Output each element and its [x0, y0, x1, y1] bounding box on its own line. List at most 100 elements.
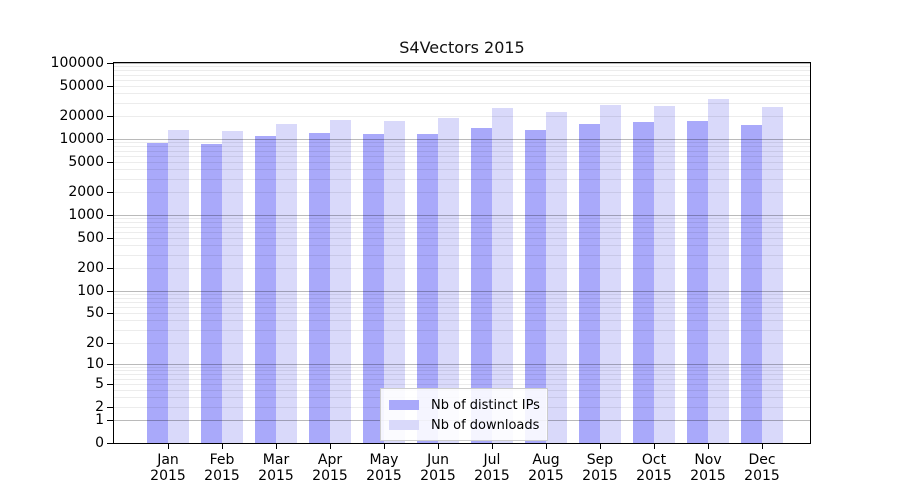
bar-downloads-sep: [600, 105, 621, 443]
x-axis-label: Apr 2015: [298, 452, 362, 484]
x-axis-label-month: Nov: [694, 452, 722, 468]
x-axis-label-month: Aug: [532, 452, 560, 468]
x-axis-label-month: Dec: [748, 452, 776, 468]
legend-row-distinct-ips: Nb of distinct IPs: [389, 397, 540, 413]
bar-downloads-apr: [330, 120, 351, 443]
y-axis-label: 200: [77, 260, 104, 276]
x-axis-tick: [546, 444, 547, 449]
x-axis-label: Aug 2015: [514, 452, 578, 484]
bar-distinct_ips-apr: [309, 133, 330, 443]
x-axis-label-year: 2015: [150, 468, 186, 484]
x-axis-label-month: Jul: [483, 452, 501, 468]
x-axis-label-month: Feb: [209, 452, 235, 468]
x-axis-label: Oct 2015: [622, 452, 686, 484]
y-axis-tick: [107, 238, 113, 239]
y-axis-label: 10000: [59, 131, 104, 147]
x-axis-tick: [600, 444, 601, 449]
x-axis-label: Jan 2015: [136, 452, 200, 484]
bar-distinct_ips-mar: [255, 136, 276, 443]
x-axis-tick: [438, 444, 439, 449]
bar-downloads-nov: [708, 99, 729, 443]
x-axis-label-year: 2015: [366, 468, 402, 484]
bar-downloads-oct: [654, 106, 675, 443]
bar-distinct_ips-jul: [471, 128, 492, 443]
x-axis-label-year: 2015: [474, 468, 510, 484]
x-axis-tick: [276, 444, 277, 449]
bar-downloads-jul: [492, 108, 513, 443]
chart-title: S4Vectors 2015: [399, 38, 525, 57]
bar-distinct_ips-nov: [687, 121, 708, 443]
x-axis-label: May 2015: [352, 452, 416, 484]
x-axis-label-month: Oct: [641, 452, 667, 468]
x-axis-label-year: 2015: [528, 468, 564, 484]
y-axis-tick: [107, 343, 113, 344]
x-axis-tick: [654, 444, 655, 449]
x-axis-label: Jul 2015: [460, 452, 524, 484]
x-axis-label: Feb 2015: [190, 452, 254, 484]
x-axis-label: Nov 2015: [676, 452, 740, 484]
y-axis-label: 20: [86, 335, 104, 351]
x-axis-label: Dec 2015: [730, 452, 794, 484]
x-axis-label-month: Apr: [317, 452, 343, 468]
y-axis-label: 100: [77, 283, 104, 299]
x-axis-label: Jun 2015: [406, 452, 470, 484]
bar-distinct_ips-aug: [525, 130, 546, 443]
y-axis-tick: [107, 63, 113, 64]
bar-downloads-feb: [222, 131, 243, 443]
bar-distinct_ips-feb: [201, 144, 222, 443]
x-axis-label-year: 2015: [690, 468, 726, 484]
bar-distinct_ips-sep: [579, 124, 600, 443]
legend-label-distinct-ips: Nb of distinct IPs: [431, 397, 540, 413]
x-axis-label-month: Jan: [157, 452, 179, 468]
bar-distinct_ips-oct: [633, 122, 654, 443]
legend-label-downloads: Nb of downloads: [431, 417, 540, 433]
x-axis-label-year: 2015: [204, 468, 240, 484]
x-axis-label-month: May: [369, 452, 399, 468]
x-axis-tick: [708, 444, 709, 449]
x-axis-label: Mar 2015: [244, 452, 308, 484]
legend-row-downloads: Nb of downloads: [389, 417, 539, 433]
bar-downloads-jun: [438, 118, 459, 443]
y-axis-tick: [107, 215, 113, 216]
bar-distinct_ips-may: [363, 134, 384, 443]
y-axis-tick: [107, 313, 113, 314]
x-axis-label-month: Mar: [262, 452, 290, 468]
x-axis-label-year: 2015: [582, 468, 618, 484]
y-axis-label: 0: [95, 435, 104, 451]
x-axis-tick: [492, 444, 493, 449]
bar-distinct_ips-dec: [741, 125, 762, 443]
x-axis-label-year: 2015: [636, 468, 672, 484]
y-axis-tick: [107, 384, 113, 385]
y-axis-tick: [107, 364, 113, 365]
y-axis-tick: [107, 407, 113, 408]
y-axis-label: 50: [86, 305, 104, 321]
y-axis-label: 2000: [68, 184, 104, 200]
y-axis-tick: [107, 443, 113, 444]
y-axis-label: 50000: [59, 78, 104, 94]
x-axis-label-year: 2015: [258, 468, 294, 484]
x-axis-tick: [222, 444, 223, 449]
y-axis-label: 5: [95, 376, 104, 392]
y-axis-tick: [107, 139, 113, 140]
x-axis-tick: [762, 444, 763, 449]
y-axis-label: 2: [95, 399, 104, 415]
y-axis-label: 100000: [50, 55, 104, 71]
x-axis-label-year: 2015: [312, 468, 348, 484]
bar-distinct_ips-jun: [417, 134, 438, 443]
y-axis-label: 1000: [68, 207, 104, 223]
bar-downloads-aug: [546, 112, 567, 443]
plot-area: [113, 62, 811, 444]
legend: Nb of distinct IPs Nb of downloads: [380, 388, 548, 441]
bars-layer: [114, 63, 810, 443]
bar-downloads-jan: [168, 130, 189, 443]
y-axis-label: 10: [86, 356, 104, 372]
y-axis-tick: [107, 291, 113, 292]
y-axis-label: 20000: [59, 108, 104, 124]
bar-distinct_ips-jan: [147, 143, 168, 443]
x-axis-label: Sep 2015: [568, 452, 632, 484]
y-axis-label: 1: [95, 412, 104, 428]
legend-swatch-distinct-ips: [389, 400, 419, 410]
y-axis-tick: [107, 268, 113, 269]
y-axis-tick: [107, 162, 113, 163]
